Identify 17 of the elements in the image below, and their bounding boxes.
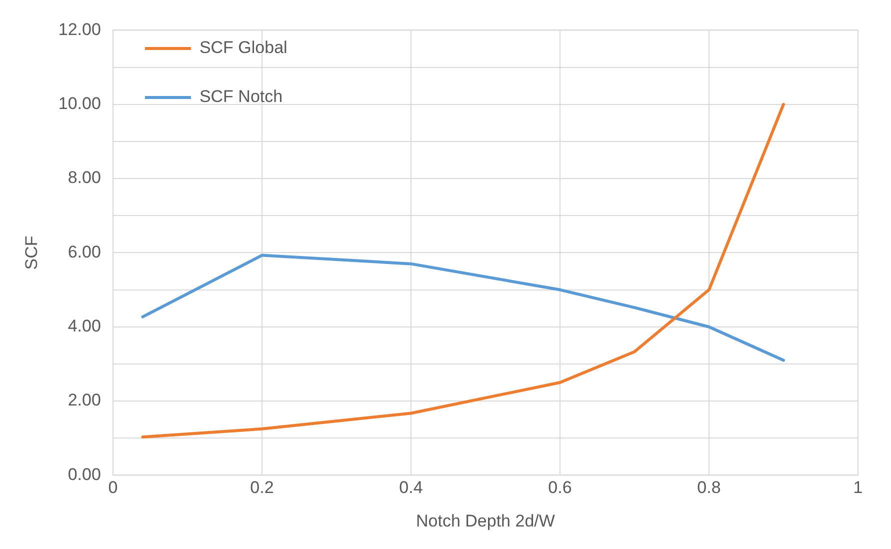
x-axis-title: Notch Depth 2d/W [416, 511, 555, 530]
y-tick-label: 8.00 [68, 168, 101, 188]
x-tick-label: 0 [108, 478, 118, 498]
y-tick-label: 0.00 [68, 464, 101, 484]
y-axis-title: SCF [22, 236, 41, 270]
y-tick-label: 4.00 [68, 316, 101, 336]
y-tick-label: 10.00 [58, 94, 101, 114]
y-tick-label: 2.00 [68, 390, 101, 410]
x-tick-label: 0.2 [250, 478, 274, 498]
y-tick-label: 12.00 [58, 20, 101, 39]
legend-label: SCF Notch [199, 87, 283, 106]
x-tick-label: 0.6 [548, 478, 572, 498]
x-tick-label: 0.4 [399, 478, 423, 498]
legend-label: SCF Global [199, 38, 288, 58]
y-tick-label: 6.00 [68, 242, 101, 262]
x-tick-label: 0.8 [697, 478, 721, 498]
x-tick-label: 1 [853, 478, 863, 498]
